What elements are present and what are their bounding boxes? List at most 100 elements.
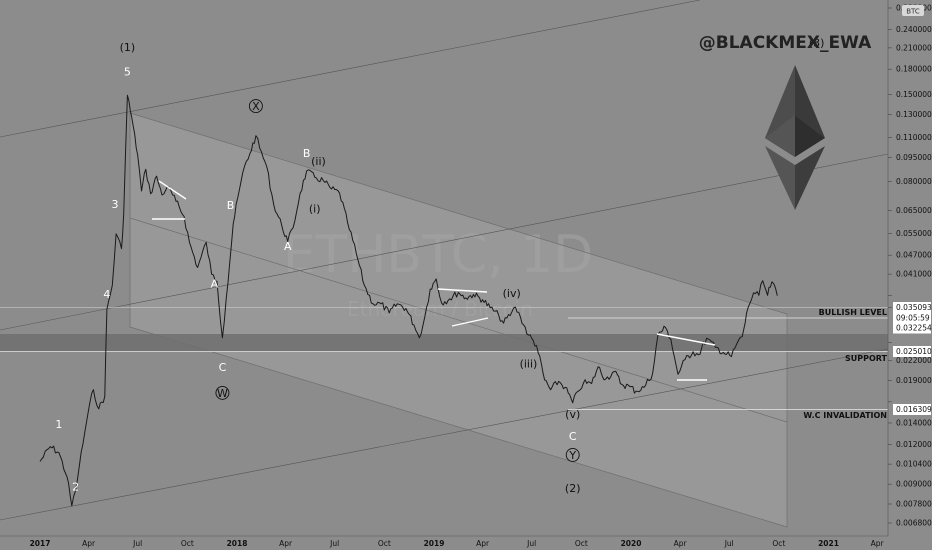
time-tick-label: 2021 xyxy=(818,539,839,548)
price-series xyxy=(39,94,778,507)
time-tick-label: 2020 xyxy=(621,539,642,548)
wave-label: C xyxy=(219,361,227,374)
price-tick-label: 0.130000 xyxy=(896,110,932,119)
middle-trendline xyxy=(0,153,889,331)
upper-trendline xyxy=(0,0,701,138)
wave-circle xyxy=(248,99,263,114)
currency-badge-text: BTC xyxy=(906,8,920,16)
wave-label: (3) xyxy=(809,37,825,50)
wave-label: B xyxy=(303,147,311,160)
time-tick-label: Jul xyxy=(329,539,339,548)
price-tick-label: 0.014000 xyxy=(896,418,932,427)
horizontal-levels: BULLISH LEVEL SUPPORT W.C INVALIDATION xyxy=(0,307,888,420)
price-label-text: 0.032254 xyxy=(896,324,932,333)
time-tick-label: 2019 xyxy=(424,539,445,548)
pattern-lines xyxy=(152,180,716,381)
price-label-text: 0.016309 xyxy=(896,405,932,414)
price-axis-ticks: 0.2800000.2400000.2100000.1800000.150000… xyxy=(888,4,932,528)
time-tick-label: Apr xyxy=(82,539,96,548)
wave-label: (iii) xyxy=(520,357,538,370)
currency-badge xyxy=(902,5,924,16)
wave-label: (v) xyxy=(565,408,580,421)
wave-label: 2 xyxy=(72,480,79,493)
pattern-line xyxy=(437,288,488,293)
price-tick-label: 0.065000 xyxy=(896,206,932,215)
price-tick-label: 0.095000 xyxy=(896,153,932,162)
price-label-text: 0.035093 xyxy=(896,303,932,312)
level-label: BULLISH LEVEL xyxy=(819,308,887,317)
time-axis-ticks: 2017 Apr Jul Oct 2018 Apr Jul Oct 2019 Apr Jul Oct 2… xyxy=(30,539,885,548)
price-label-box xyxy=(893,322,931,334)
price-tick-label: 0.110000 xyxy=(896,133,932,142)
ethbtc-price-line xyxy=(39,94,778,507)
time-tick-label: Oct xyxy=(772,539,785,548)
wave-label: 5 xyxy=(124,66,131,79)
price-tick-label: 0.150000 xyxy=(896,90,932,99)
pattern-line xyxy=(451,317,489,327)
pattern-line xyxy=(656,333,716,346)
price-axis[interactable] xyxy=(888,0,932,536)
price-tick-label: 0.009000 xyxy=(896,480,932,489)
wave-circle xyxy=(565,447,580,462)
wave-label: Y xyxy=(568,449,576,462)
price-label-box xyxy=(893,312,931,324)
wave-label: 4 xyxy=(103,288,110,301)
price-tick-label: 0.080000 xyxy=(896,177,932,186)
channel-lines xyxy=(0,0,889,528)
time-tick-label: Apr xyxy=(279,539,293,548)
price-tick-label: 0.047000 xyxy=(896,251,932,260)
time-tick-label: Oct xyxy=(181,539,194,548)
time-tick-label: Jul xyxy=(132,539,142,548)
level-label: SUPPORT xyxy=(845,354,888,363)
price-tick-label: 0.010400 xyxy=(896,460,932,469)
level-label: W.C INVALIDATION xyxy=(803,411,887,420)
wave-label: (2) xyxy=(565,482,581,495)
pattern-line xyxy=(158,180,187,200)
symbol-watermark: ETHBTC, 1D xyxy=(283,225,594,285)
price-tick-label: 0.019000 xyxy=(896,376,932,385)
wave-label: (i) xyxy=(309,202,321,215)
time-tick-label: 2018 xyxy=(227,539,248,548)
price-label-box xyxy=(893,302,931,313)
price-tick-label: 0.041000 xyxy=(896,270,932,279)
price-tick-label: 0.240000 xyxy=(896,25,932,34)
wave-label: A xyxy=(284,240,292,253)
wave-label: 3 xyxy=(112,198,119,211)
wave-label: A xyxy=(211,278,219,291)
wave-label: X xyxy=(252,100,260,113)
wave-label: B xyxy=(227,199,235,212)
wave-label: 1 xyxy=(55,418,62,431)
author-handle: @BLACKMEX_EWA xyxy=(699,33,872,53)
price-label-box xyxy=(893,404,931,415)
time-tick-label: Jul xyxy=(724,539,734,548)
wave-labels: (1)54321ABCWXAB(ii)(i)(iii)(iv)(v)CY(2)(… xyxy=(55,37,824,496)
wave-label: (1) xyxy=(120,41,136,54)
time-tick-label: Apr xyxy=(871,539,885,548)
price-axis-labels: 0.035093 09:05:590.032254 0.025010 0.016309 xyxy=(893,302,932,415)
price-tick-label: 0.007800 xyxy=(896,499,932,508)
ethereum-logo-icon xyxy=(765,65,825,210)
lower-trendline xyxy=(0,348,889,521)
time-tick-label: Jul xyxy=(526,539,536,548)
time-tick-label: Oct xyxy=(575,539,588,548)
support-zone xyxy=(0,334,888,352)
wave-label: W xyxy=(217,387,228,400)
price-tick-label: 0.055000 xyxy=(896,229,932,238)
price-tick-label: 0.012000 xyxy=(896,440,932,449)
time-tick-label: 2017 xyxy=(30,539,51,548)
name-watermark: Ethereum / Bitcoin xyxy=(347,297,533,321)
time-tick-label: Apr xyxy=(674,539,688,548)
price-tick-label: 0.006800 xyxy=(896,519,932,528)
time-axis[interactable] xyxy=(0,536,888,550)
wave-label: C xyxy=(569,430,577,443)
price-label-box xyxy=(893,346,931,357)
price-tick-label: 0.022000 xyxy=(896,356,932,365)
wave-label: (ii) xyxy=(311,155,326,168)
time-tick-label: Apr xyxy=(476,539,490,548)
price-tick-label: 0.210000 xyxy=(896,43,932,52)
time-tick-label: Oct xyxy=(378,539,391,548)
wave-label: (iv) xyxy=(503,287,521,300)
price-label-text: 0.025010 xyxy=(896,347,932,356)
